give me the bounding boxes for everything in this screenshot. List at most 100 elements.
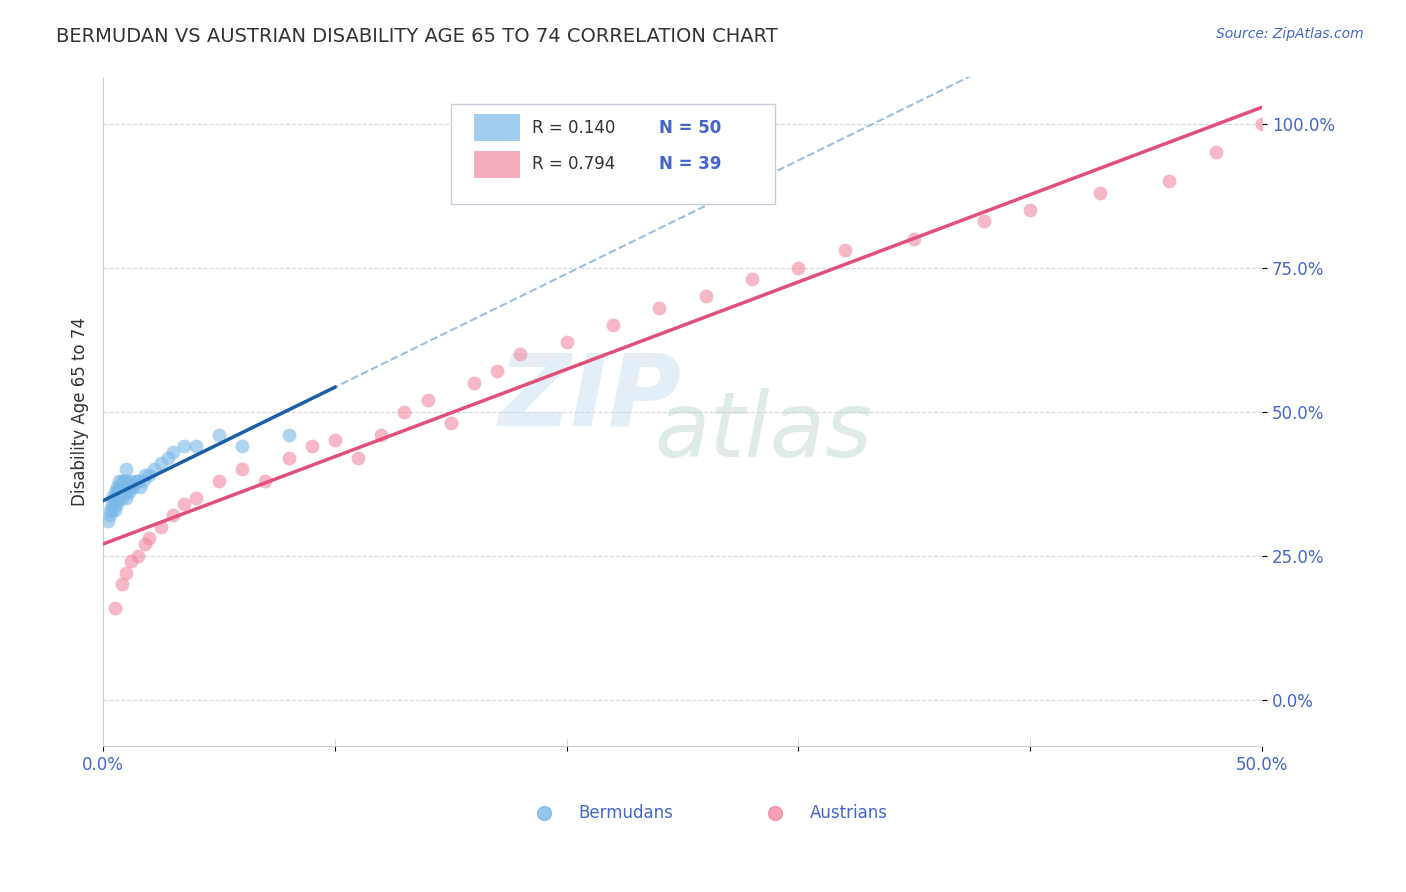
Point: [112, 474, 135, 488]
Point: [97, 514, 120, 528]
Point: [111, 485, 134, 500]
Point: [834, 244, 856, 258]
Point: [695, 289, 717, 303]
Point: [104, 485, 127, 500]
Point: [231, 462, 253, 476]
Point: [787, 260, 810, 275]
Point: [108, 474, 131, 488]
Point: [254, 474, 277, 488]
Point: [394, 404, 416, 418]
FancyBboxPatch shape: [474, 151, 520, 178]
Point: [143, 462, 166, 476]
Point: [104, 502, 127, 516]
Point: [108, 491, 131, 505]
Point: [105, 485, 128, 500]
Point: [486, 364, 509, 378]
Point: [162, 508, 184, 523]
Point: [1019, 202, 1042, 217]
Point: [173, 497, 195, 511]
Point: [112, 485, 135, 500]
Point: [648, 301, 671, 315]
Point: [117, 479, 139, 493]
Point: [231, 439, 253, 453]
Point: [120, 474, 142, 488]
Point: [115, 479, 138, 493]
Point: [138, 532, 160, 546]
Point: [903, 232, 925, 246]
Point: [184, 439, 207, 453]
Point: [127, 474, 149, 488]
Point: [115, 474, 138, 488]
Point: [108, 479, 131, 493]
Point: [150, 520, 173, 534]
Point: [1251, 116, 1274, 130]
Point: [138, 468, 160, 483]
Point: [122, 479, 145, 493]
Point: [150, 457, 173, 471]
Point: [98, 502, 121, 516]
Point: [741, 272, 763, 286]
Text: N = 39: N = 39: [659, 155, 721, 173]
Point: [463, 376, 485, 390]
Point: [108, 485, 131, 500]
Point: [440, 416, 463, 430]
Point: [115, 462, 138, 476]
Text: BERMUDAN VS AUSTRIAN DISABILITY AGE 65 TO 74 CORRELATION CHART: BERMUDAN VS AUSTRIAN DISABILITY AGE 65 T…: [56, 27, 778, 45]
Point: [347, 450, 370, 465]
Point: [134, 537, 156, 551]
Point: [277, 427, 299, 442]
Point: [323, 434, 346, 448]
Point: [115, 485, 138, 500]
Point: [117, 485, 139, 500]
Point: [973, 750, 995, 764]
Point: [301, 439, 323, 453]
Point: [105, 497, 128, 511]
Point: [157, 450, 180, 465]
Text: N = 50: N = 50: [659, 119, 721, 136]
Point: [105, 479, 128, 493]
Point: [602, 318, 624, 333]
Point: [134, 468, 156, 483]
Point: [104, 497, 127, 511]
Point: [101, 497, 124, 511]
Text: R = 0.140: R = 0.140: [531, 119, 616, 136]
Point: [111, 491, 134, 505]
Point: [370, 427, 392, 442]
Point: [1088, 186, 1111, 200]
Point: [509, 347, 531, 361]
Text: atlas: atlas: [655, 388, 873, 475]
FancyBboxPatch shape: [474, 114, 520, 141]
Text: Austrians: Austrians: [810, 804, 889, 822]
Point: [184, 491, 207, 505]
Point: [115, 566, 138, 580]
Point: [104, 491, 127, 505]
Point: [1205, 145, 1227, 160]
Point: [131, 474, 153, 488]
Point: [98, 508, 121, 523]
Text: Source: ZipAtlas.com: Source: ZipAtlas.com: [1216, 27, 1364, 41]
Point: [101, 491, 124, 505]
Point: [104, 600, 127, 615]
Point: [162, 445, 184, 459]
Point: [416, 393, 439, 408]
Point: [120, 479, 142, 493]
Point: [101, 502, 124, 516]
Point: [111, 577, 134, 591]
Point: [973, 214, 995, 228]
Point: [555, 335, 578, 350]
Point: [127, 549, 149, 563]
FancyBboxPatch shape: [451, 104, 775, 204]
Point: [120, 554, 142, 568]
Point: [129, 479, 152, 493]
Text: ZIP: ZIP: [498, 350, 682, 447]
Point: [105, 491, 128, 505]
Text: R = 0.794: R = 0.794: [531, 155, 616, 173]
Point: [1159, 174, 1181, 188]
Point: [124, 474, 146, 488]
Text: Bermudans: Bermudans: [578, 804, 673, 822]
Point: [173, 439, 195, 453]
Point: [208, 474, 231, 488]
Point: [277, 450, 299, 465]
Point: [111, 479, 134, 493]
Point: [115, 491, 138, 505]
